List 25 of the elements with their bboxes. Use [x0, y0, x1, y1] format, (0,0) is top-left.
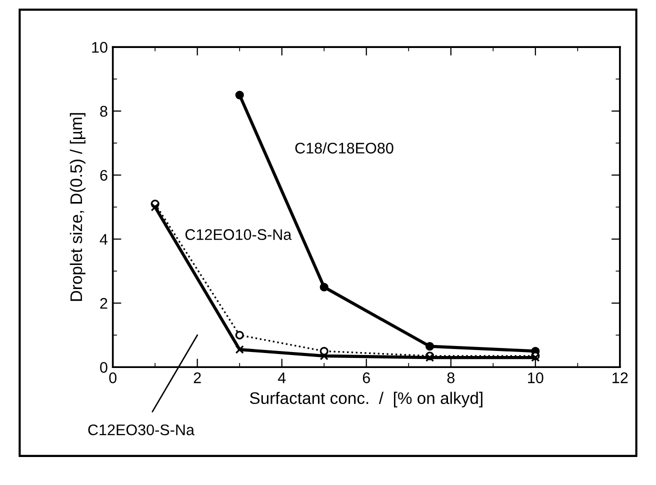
x-tick-label: 12 — [612, 372, 628, 384]
y-tick-label: 6 — [100, 170, 108, 181]
x-tick-label: 2 — [194, 372, 201, 384]
x-tick-label: 10 — [528, 372, 544, 384]
point — [320, 352, 328, 360]
point — [150, 202, 160, 212]
series-label: C12EO10-S-Na — [185, 229, 292, 240]
point — [235, 90, 244, 100]
y-tick-label: 8 — [100, 106, 108, 117]
x-tick-label: 8 — [447, 372, 454, 384]
x-tick-label: 4 — [278, 372, 286, 384]
y-tick-label: 4 — [100, 234, 108, 245]
point — [235, 330, 244, 340]
y-tick-label: 0 — [100, 362, 108, 373]
x-tick-label: 0 — [109, 372, 116, 384]
y-tick-label: 10 — [92, 42, 108, 53]
series-label: C18/C18EO80 — [295, 142, 394, 154]
x-axis-title: Surfactant conc. / [% on alkyd] — [250, 392, 482, 408]
point — [235, 345, 244, 354]
point — [425, 342, 434, 351]
text: C12EO30-S-Na — [88, 424, 194, 436]
y-tick-label: 2 — [100, 298, 108, 309]
point — [320, 282, 328, 292]
y-axis-title: Droplet size, D(0.5) / [µm] — [70, 113, 86, 301]
x-tick-label: 6 — [362, 372, 370, 384]
